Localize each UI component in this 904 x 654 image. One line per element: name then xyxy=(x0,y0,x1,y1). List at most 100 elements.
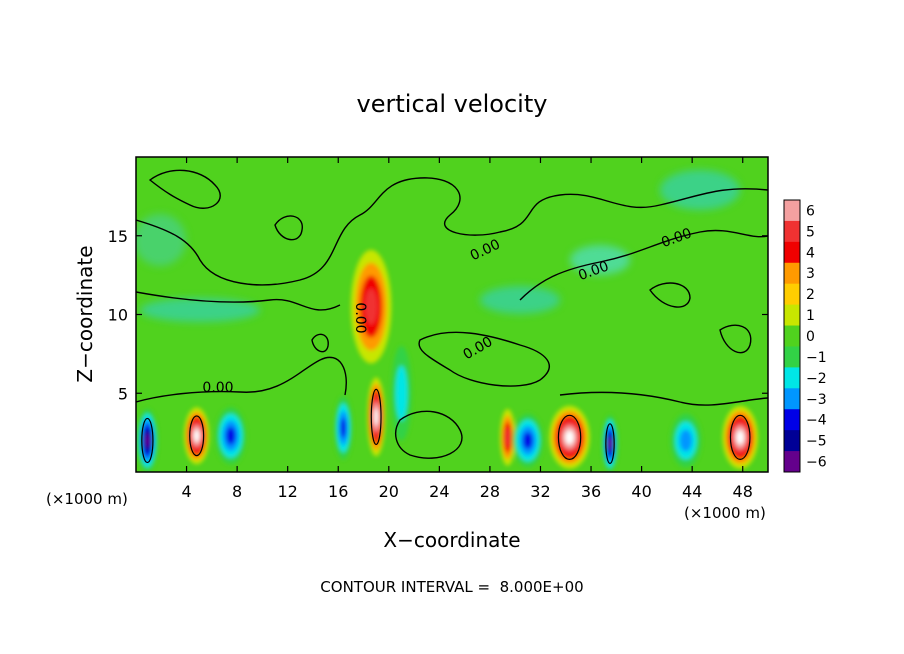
colorbar-label: 1 xyxy=(806,308,815,324)
chart-title: vertical velocity xyxy=(357,90,548,118)
field-texture-patch xyxy=(140,298,260,322)
y-axis-label: Z−coordinate xyxy=(73,245,97,382)
downdraft-level xyxy=(145,433,150,448)
max-contour-line xyxy=(729,414,751,461)
contour-line xyxy=(311,333,329,353)
colorbar-label: −6 xyxy=(806,455,827,471)
x-unit-right: (×1000 m) xyxy=(684,504,766,522)
x-tick-label: 8 xyxy=(232,482,242,501)
updraft-level xyxy=(736,430,745,445)
contour-line xyxy=(274,215,303,241)
y-tick-label: 10 xyxy=(108,306,128,325)
max-contour-line xyxy=(605,423,615,465)
y-tick-label: 15 xyxy=(108,227,128,246)
contour-label: 0.00 xyxy=(202,380,233,396)
x-tick-label: 44 xyxy=(682,482,702,501)
field-texture-patch xyxy=(6,70,86,90)
contour-line xyxy=(418,331,550,387)
x-tick-label: 48 xyxy=(733,482,753,501)
downdraft-cell xyxy=(137,409,158,472)
zero-contour-lines xyxy=(136,169,768,465)
contour-line xyxy=(136,177,768,286)
colorbar-label: 5 xyxy=(806,224,815,240)
field-texture-patch xyxy=(530,52,630,88)
updraft-level xyxy=(364,288,378,325)
colorbar-swatch xyxy=(784,325,800,347)
field-texture-patch xyxy=(136,214,186,266)
colorbar-label: 6 xyxy=(806,203,815,219)
colorbar-label: 0 xyxy=(806,329,815,345)
x-tick-label: 28 xyxy=(480,482,500,501)
colorbar-label: −1 xyxy=(806,350,827,366)
colorbar-label: 4 xyxy=(806,245,815,261)
colorbar-swatch xyxy=(784,262,800,285)
colorbar-swatch xyxy=(784,283,800,306)
updraft-level xyxy=(193,429,200,442)
downdraft-level xyxy=(523,431,533,450)
plot-area: 0.000.000.000.000.000.00 4 8 12 16 20 24 28 32 3… xyxy=(6,52,769,501)
contour-line xyxy=(394,410,463,459)
updraft-cell xyxy=(350,249,392,364)
colorbar-swatch xyxy=(784,409,800,431)
contour-label: 0.00 xyxy=(352,302,368,333)
colorbar-label: 2 xyxy=(806,287,815,303)
colorbar: 6 5 4 3 2 1 0 −1 −2 −3 −4 −5 −6 xyxy=(783,199,827,473)
colorbar-label: 3 xyxy=(806,266,815,282)
max-contour-line xyxy=(189,415,205,457)
updraft-cell xyxy=(500,409,516,466)
x-tick-label: 40 xyxy=(631,482,651,501)
contour-line xyxy=(559,391,768,406)
colorbar-swatch xyxy=(784,388,800,410)
contour-interval-text: CONTOUR INTERVAL = 8.000E+00 xyxy=(320,578,583,596)
max-contour-line xyxy=(557,414,582,461)
x-tick-label: 24 xyxy=(429,482,449,501)
colorbar-swatch xyxy=(784,220,800,243)
downdraft-cell xyxy=(215,407,246,465)
x-unit-left: (×1000 m) xyxy=(46,490,128,508)
contour-line xyxy=(719,324,752,354)
x-tick-label: 12 xyxy=(278,482,298,501)
colorbar-swatch xyxy=(784,200,800,222)
colorbar-label: −2 xyxy=(806,371,827,387)
x-tick-label: 4 xyxy=(181,482,191,501)
updraft-level xyxy=(374,408,379,426)
colorbar-swatch xyxy=(784,304,800,327)
downdraft-cell xyxy=(670,413,702,468)
contour-line xyxy=(136,356,347,403)
x-axis-label: X−coordinate xyxy=(383,528,520,552)
x-tick-label: 36 xyxy=(581,482,601,501)
colorbar-swatch xyxy=(784,241,800,264)
downdraft-level xyxy=(340,417,347,438)
downdraft-cell xyxy=(391,346,412,441)
downdraft-level xyxy=(608,437,612,450)
updraft-level xyxy=(565,430,574,445)
x-tick-label: 16 xyxy=(328,482,348,501)
colorbar-frame xyxy=(783,199,801,473)
colorbar-swatch xyxy=(784,346,800,368)
x-tick-label: 20 xyxy=(379,482,399,501)
updraft-level xyxy=(505,428,511,447)
contour-line xyxy=(148,169,221,209)
downdraft-level xyxy=(395,365,408,421)
field-texture-patch xyxy=(570,245,630,275)
x-axis-ticks: 4 8 12 16 20 24 28 32 36 40 44 48 xyxy=(181,157,753,501)
velocity-field xyxy=(6,52,768,472)
contour-line xyxy=(649,282,691,308)
y-axis-ticks: 5 10 15 xyxy=(108,227,768,403)
downdraft-level xyxy=(679,429,693,452)
field-texture-patch xyxy=(205,61,295,89)
contour-line xyxy=(519,229,768,301)
colorbar-label: −5 xyxy=(806,434,827,450)
colorbar-swatch xyxy=(784,451,800,473)
max-contour-line xyxy=(370,388,382,446)
max-contour-line xyxy=(141,417,154,464)
contour-line xyxy=(136,291,341,311)
colorbar-swatch xyxy=(784,430,800,452)
downdraft-cell xyxy=(334,396,353,460)
colorbar-label: −3 xyxy=(806,392,827,408)
colorbar-swatch xyxy=(784,367,800,389)
x-tick-label: 32 xyxy=(530,482,550,501)
y-tick-label: 5 xyxy=(118,384,128,403)
downdraft-level xyxy=(225,426,236,445)
